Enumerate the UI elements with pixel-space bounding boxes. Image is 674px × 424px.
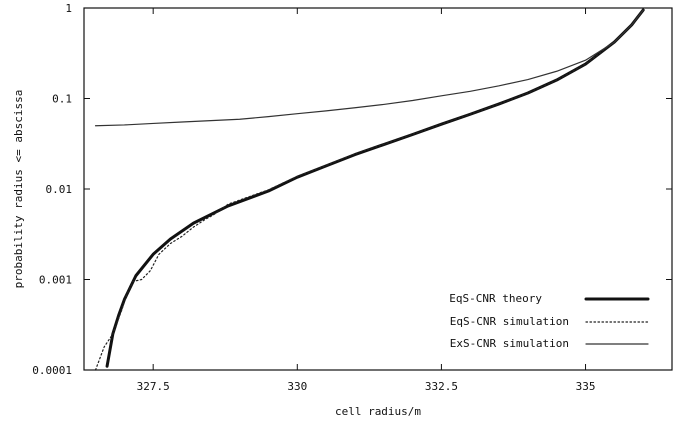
x-tick-label: 330 [287, 380, 307, 393]
x-tick-label: 332.5 [425, 380, 458, 393]
y-tick-label: 0.1 [52, 93, 72, 106]
legend-label: EqS-CNR simulation [450, 315, 569, 328]
legend-label: ExS-CNR simulation [450, 337, 569, 350]
x-tick-label: 335 [576, 380, 596, 393]
y-tick-label: 0.0001 [32, 364, 72, 377]
legend-label: EqS-CNR theory [449, 292, 542, 305]
plot-area [94, 8, 645, 371]
plot-frame [83, 7, 673, 371]
legend-item-3: ExS-CNR simulation [450, 337, 649, 350]
y-axis-label: probability radius <= abscissa [12, 90, 25, 289]
series-line-1 [105, 8, 645, 368]
y-tick-label: 0.01 [46, 183, 73, 196]
y-tick-label: 0.001 [39, 274, 72, 287]
legend: EqS-CNR theory EqS-CNR simulation ExS-CNR … [449, 292, 650, 350]
axes: 327.5 330 332.5 335 1 0.1 0.01 0.001 0.0001 [32, 2, 673, 393]
x-tick-label: 327.5 [137, 380, 170, 393]
legend-item-2: EqS-CNR simulation [450, 315, 649, 328]
x-axis-label: cell radius/m [335, 405, 421, 418]
legend-item-1: EqS-CNR theory [449, 292, 650, 305]
y-tick-label: 1 [65, 2, 72, 15]
series-line-3 [94, 9, 644, 127]
